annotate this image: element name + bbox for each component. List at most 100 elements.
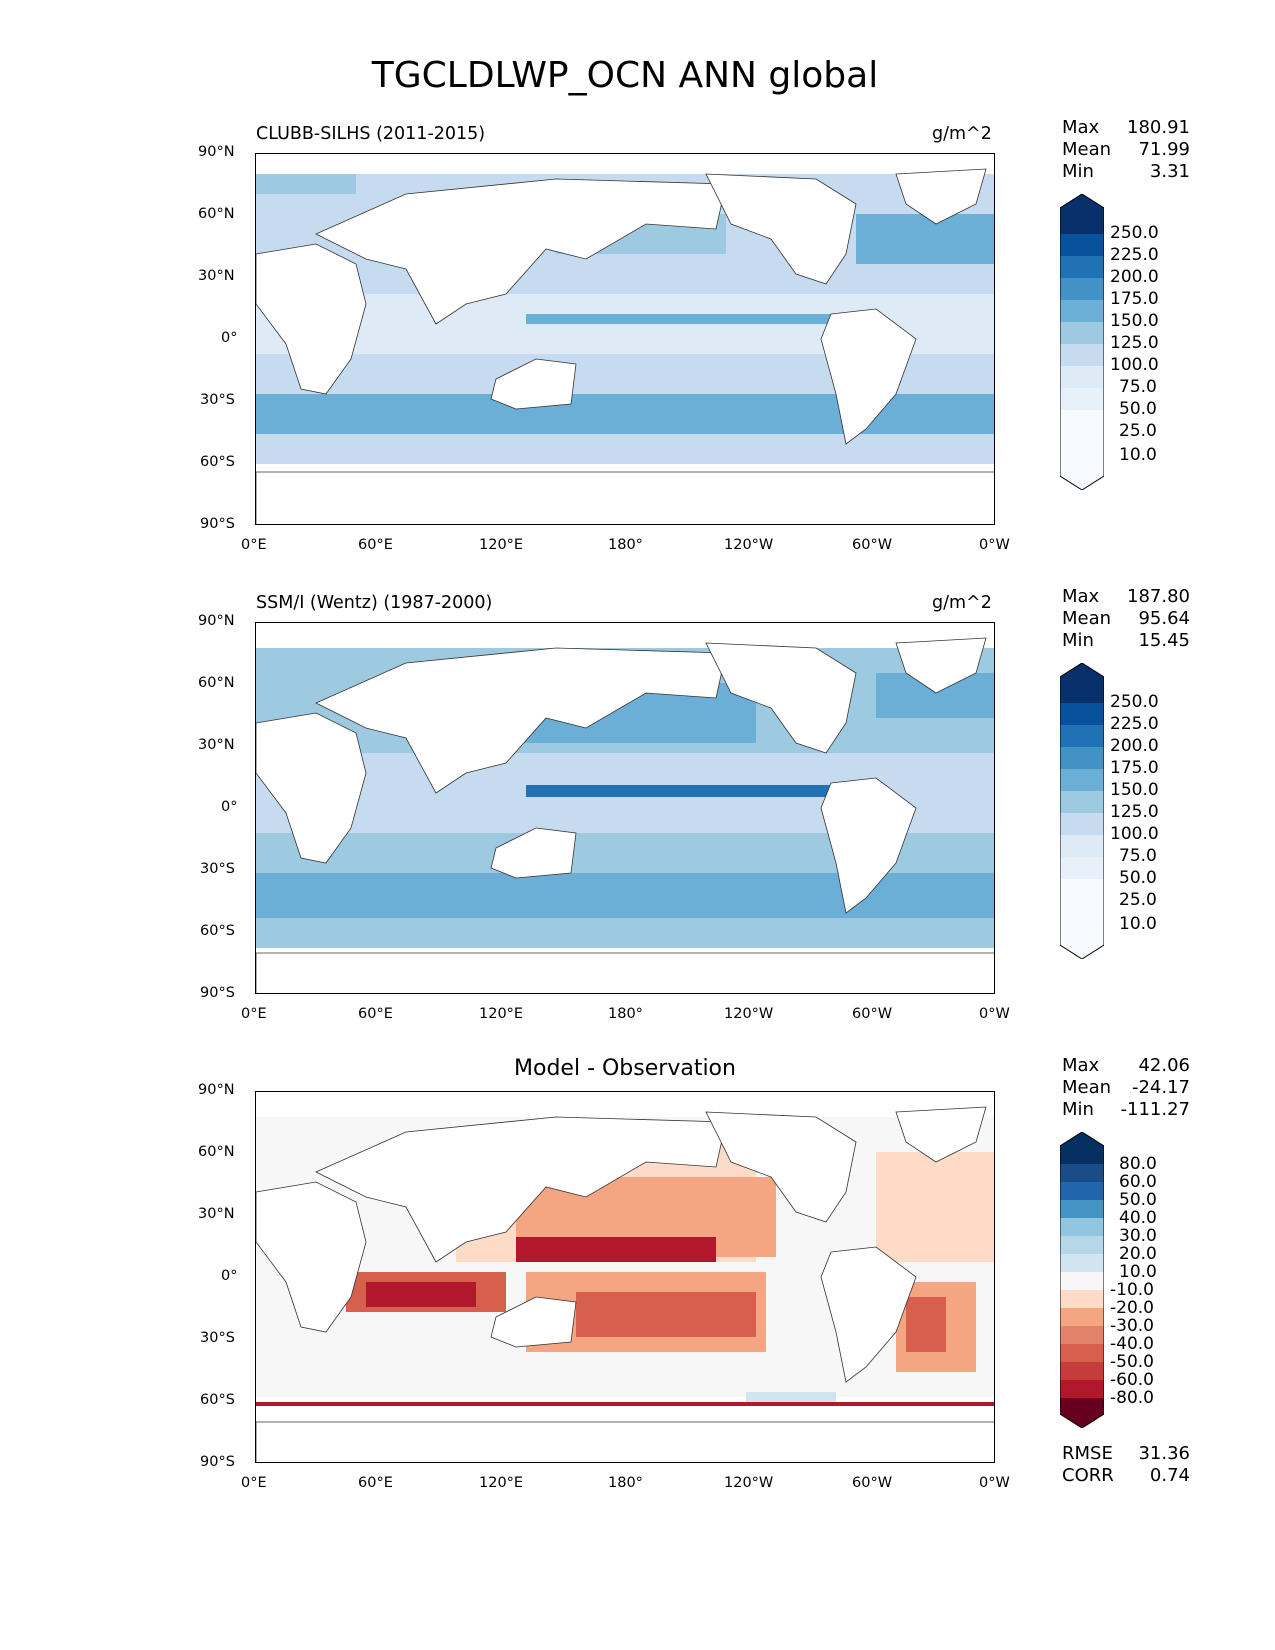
colorbar-label: 150.0 xyxy=(1110,311,1159,331)
stat-max-label: Max xyxy=(1062,1055,1100,1076)
stat-mean-label: Mean xyxy=(1062,139,1112,160)
panel-model: CLUBB-SILHS (2011-2015) g/m^2 Max 180.91 … xyxy=(0,0,1275,553)
stat-min-value: 15.45 xyxy=(1138,630,1190,651)
panel-label: SSM/I (Wentz) (1987-2000) xyxy=(256,593,493,613)
colorbar-label: 200.0 xyxy=(1110,736,1159,756)
lat-tick: 30°S xyxy=(200,861,235,877)
colorbar-label: 10.0 xyxy=(1119,914,1157,934)
corr-value: 0.74 xyxy=(1149,1465,1190,1486)
lon-tick: 120°W xyxy=(724,1475,774,1491)
colorbar-label: 60.0 xyxy=(1119,1172,1157,1192)
panel-observation: SSM/I (Wentz) (1987-2000) g/m^2 Max 187.8… xyxy=(0,469,1275,1022)
panel-units: g/m^2 xyxy=(932,124,992,144)
colorbar-label: -80.0 xyxy=(1110,1388,1154,1408)
colorbar-label: 30.0 xyxy=(1119,1226,1157,1246)
colorbar-label: 10.0 xyxy=(1119,445,1157,465)
lon-tick: 120°E xyxy=(479,1006,524,1022)
lat-tick: 30°S xyxy=(200,1330,235,1346)
map-difference xyxy=(255,1091,995,1463)
colorbar-label: 50.0 xyxy=(1119,1190,1157,1210)
lat-tick: 30°N xyxy=(198,1206,235,1222)
lon-tick: 120°E xyxy=(479,1475,524,1491)
lon-tick: 120°W xyxy=(724,537,774,553)
lon-tick: 120°E xyxy=(479,537,524,553)
lon-tick: 180° xyxy=(608,537,643,553)
lat-tick: 30°S xyxy=(200,392,235,408)
stat-max-value: 187.80 xyxy=(1127,586,1190,607)
panel-label: Model - Observation xyxy=(514,1056,736,1081)
stat-mean-label: Mean xyxy=(1062,608,1112,629)
lat-tick: 90°S xyxy=(200,1454,235,1470)
lat-tick: 60°S xyxy=(200,454,235,470)
colorbar-label: 125.0 xyxy=(1110,802,1159,822)
lat-tick: 60°S xyxy=(200,1392,235,1408)
rmse-value: 31.36 xyxy=(1138,1443,1190,1464)
lat-tick: 0° xyxy=(221,799,238,815)
colorbar-label: 250.0 xyxy=(1110,223,1159,243)
colorbar-label: -10.0 xyxy=(1110,1280,1154,1300)
figure-title: TGCLDLWP_OCN ANN global xyxy=(371,55,879,96)
colorbar-label: 20.0 xyxy=(1119,1244,1157,1264)
lat-tick: 90°N xyxy=(198,1082,235,1098)
map-model xyxy=(255,153,995,525)
colorbar-label: -20.0 xyxy=(1110,1298,1154,1318)
stat-mean-value: -24.17 xyxy=(1131,1077,1190,1098)
corr-label: CORR xyxy=(1062,1465,1114,1486)
panel-label: CLUBB-SILHS (2011-2015) xyxy=(256,124,486,144)
colorbar-label: 25.0 xyxy=(1119,890,1157,910)
stats-box: Max 180.91 Mean 71.99 Min 3.31 xyxy=(1062,117,1190,183)
colorbar-label: 50.0 xyxy=(1119,399,1157,419)
colorbar-label: 100.0 xyxy=(1110,355,1159,375)
stat-max-value: 42.06 xyxy=(1138,1055,1190,1076)
stats-box: Max 187.80 Mean 95.64 Min 15.45 xyxy=(1062,586,1190,652)
lon-tick: 60°W xyxy=(852,1006,893,1022)
lat-tick: 90°N xyxy=(198,144,235,160)
lat-tick: 30°N xyxy=(198,268,235,284)
colorbar-label: 25.0 xyxy=(1119,421,1157,441)
colorbar-label: 75.0 xyxy=(1119,846,1157,866)
colorbar-label: 100.0 xyxy=(1110,824,1159,844)
colorbar-label: 50.0 xyxy=(1119,868,1157,888)
colorbar-label: 80.0 xyxy=(1119,1154,1157,1174)
stats-box: Max 42.06 Mean -24.17 Min -111.27 xyxy=(1062,1055,1190,1121)
colorbar-label: -40.0 xyxy=(1110,1334,1154,1354)
colorbar-label: 125.0 xyxy=(1110,333,1159,353)
stat-min-value: -111.27 xyxy=(1120,1099,1190,1120)
colorbar-label: 75.0 xyxy=(1119,377,1157,397)
rmse-label: RMSE xyxy=(1062,1443,1113,1464)
stat-min-label: Min xyxy=(1062,161,1094,182)
lat-tick: 60°N xyxy=(198,675,235,691)
panel-difference: Model - Observation Max 42.06 Mean -24.17 … xyxy=(0,938,1275,1491)
lon-tick: 60°W xyxy=(852,537,893,553)
lon-tick: 0°W xyxy=(979,1475,1010,1491)
colorbar-label: -60.0 xyxy=(1110,1370,1154,1390)
colorbar-label: -50.0 xyxy=(1110,1352,1154,1372)
lon-tick: 60°E xyxy=(358,1006,393,1022)
lon-tick: 180° xyxy=(608,1006,643,1022)
colorbar-label: 200.0 xyxy=(1110,267,1159,287)
lon-tick: 0°E xyxy=(241,537,267,553)
lat-tick: 60°S xyxy=(200,923,235,939)
lat-tick: 90°N xyxy=(198,613,235,629)
lat-tick: 0° xyxy=(221,330,238,346)
lon-tick: 60°W xyxy=(852,1475,893,1491)
stat-min-label: Min xyxy=(1062,630,1094,651)
colorbar-label: 250.0 xyxy=(1110,692,1159,712)
lon-tick: 120°W xyxy=(724,1006,774,1022)
lon-tick: 0°E xyxy=(241,1006,267,1022)
colorbar-label: 225.0 xyxy=(1110,245,1159,265)
map-observation xyxy=(255,622,995,994)
colorbar-observation xyxy=(1060,663,1104,959)
colorbar-difference xyxy=(1060,1132,1104,1428)
stat-mean-label: Mean xyxy=(1062,1077,1112,1098)
colorbar-label: 150.0 xyxy=(1110,780,1159,800)
colorbar-label: 175.0 xyxy=(1110,758,1159,778)
lat-tick: 30°N xyxy=(198,737,235,753)
stat-min-label: Min xyxy=(1062,1099,1094,1120)
lat-tick: 90°S xyxy=(200,516,235,532)
lat-tick: 0° xyxy=(221,1268,238,1284)
stat-max-label: Max xyxy=(1062,586,1100,607)
colorbar-label: -30.0 xyxy=(1110,1316,1154,1336)
lon-tick: 180° xyxy=(608,1475,643,1491)
colorbar-model xyxy=(1060,194,1104,490)
